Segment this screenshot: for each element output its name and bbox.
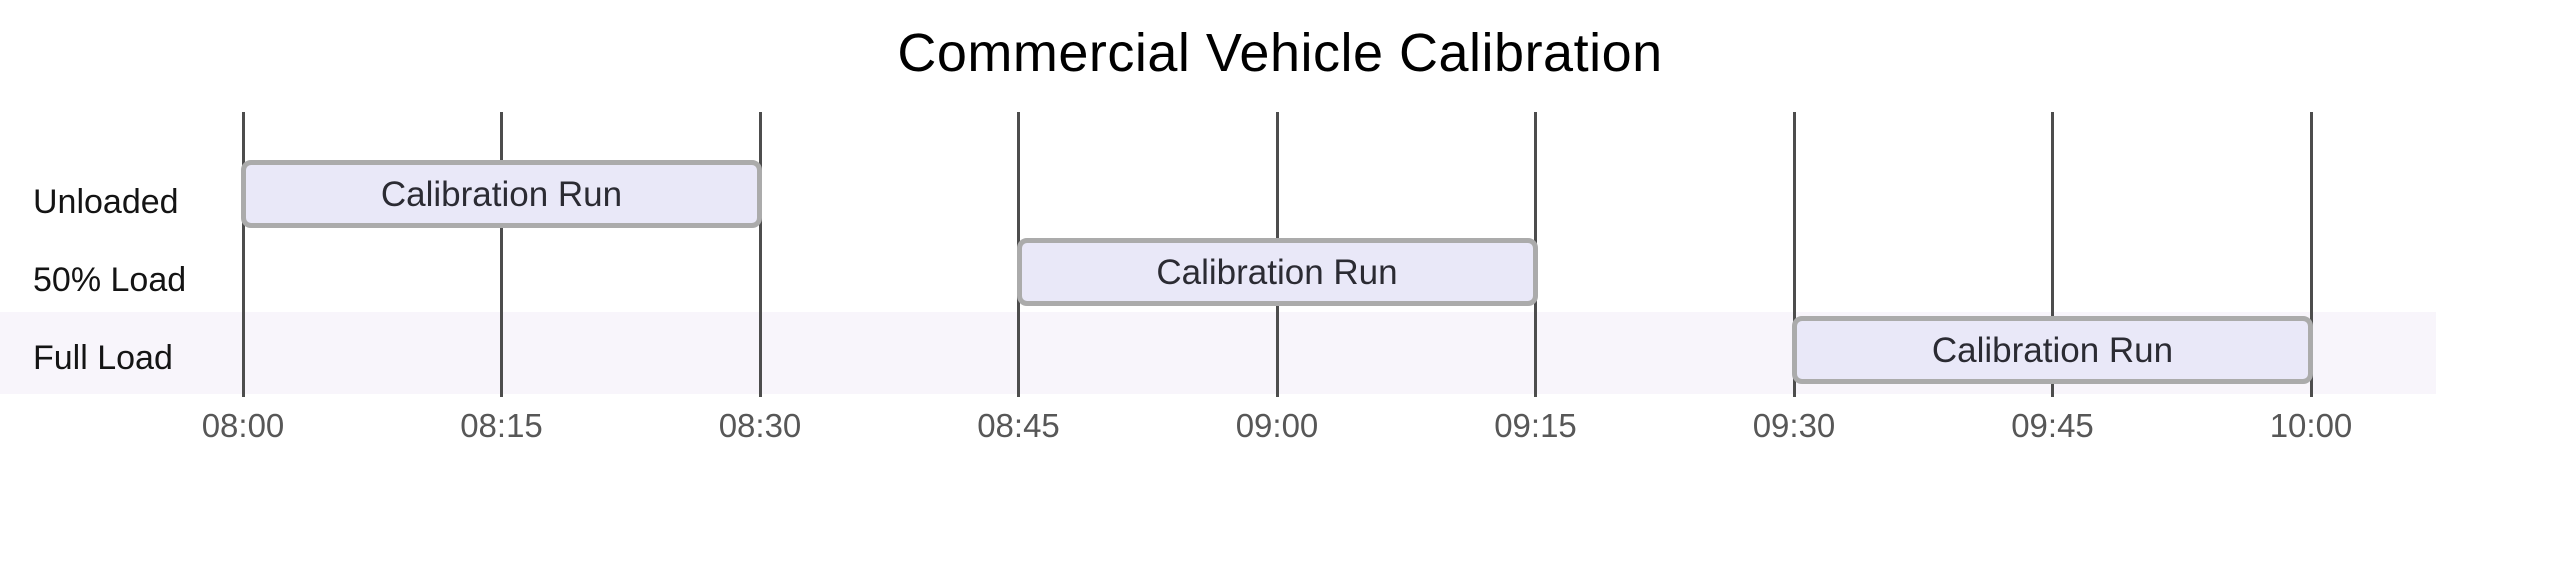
axis-tick-label: 10:00: [2269, 407, 2353, 444]
axis-tick-label: 08:30: [718, 407, 802, 444]
task-bar-label: Calibration Run: [380, 174, 623, 214]
task-bar-label: Calibration Run: [1931, 330, 2174, 370]
gridline: [2051, 112, 2054, 397]
gridline: [241, 112, 245, 397]
axis-tick-label: 08:00: [201, 407, 285, 444]
axis-tick-label: 09:00: [1235, 407, 1319, 444]
axis-tick-label: 09:45: [2011, 407, 2094, 444]
gridline: [758, 112, 762, 397]
axis-tick-label: 08:15: [460, 407, 543, 444]
row-label: Unloaded: [33, 183, 179, 221]
gridline: [2309, 112, 2313, 397]
task-bar: Calibration Run: [1792, 316, 2313, 384]
gridline: [1792, 112, 1796, 397]
task-bar: Calibration Run: [1016, 238, 1538, 306]
row-label: Full Load: [33, 339, 173, 377]
gridline: [500, 112, 503, 397]
row-label: 50% Load: [33, 261, 187, 299]
task-bar: Calibration Run: [241, 160, 762, 228]
axis-tick-label: 09:30: [1752, 407, 1836, 444]
chart-title: Commercial Vehicle Calibration: [897, 23, 1663, 83]
task-bar-label: Calibration Run: [1156, 252, 1398, 292]
axis-tick-label: 08:45: [977, 407, 1060, 444]
axis-tick-label: 09:15: [1494, 407, 1577, 444]
